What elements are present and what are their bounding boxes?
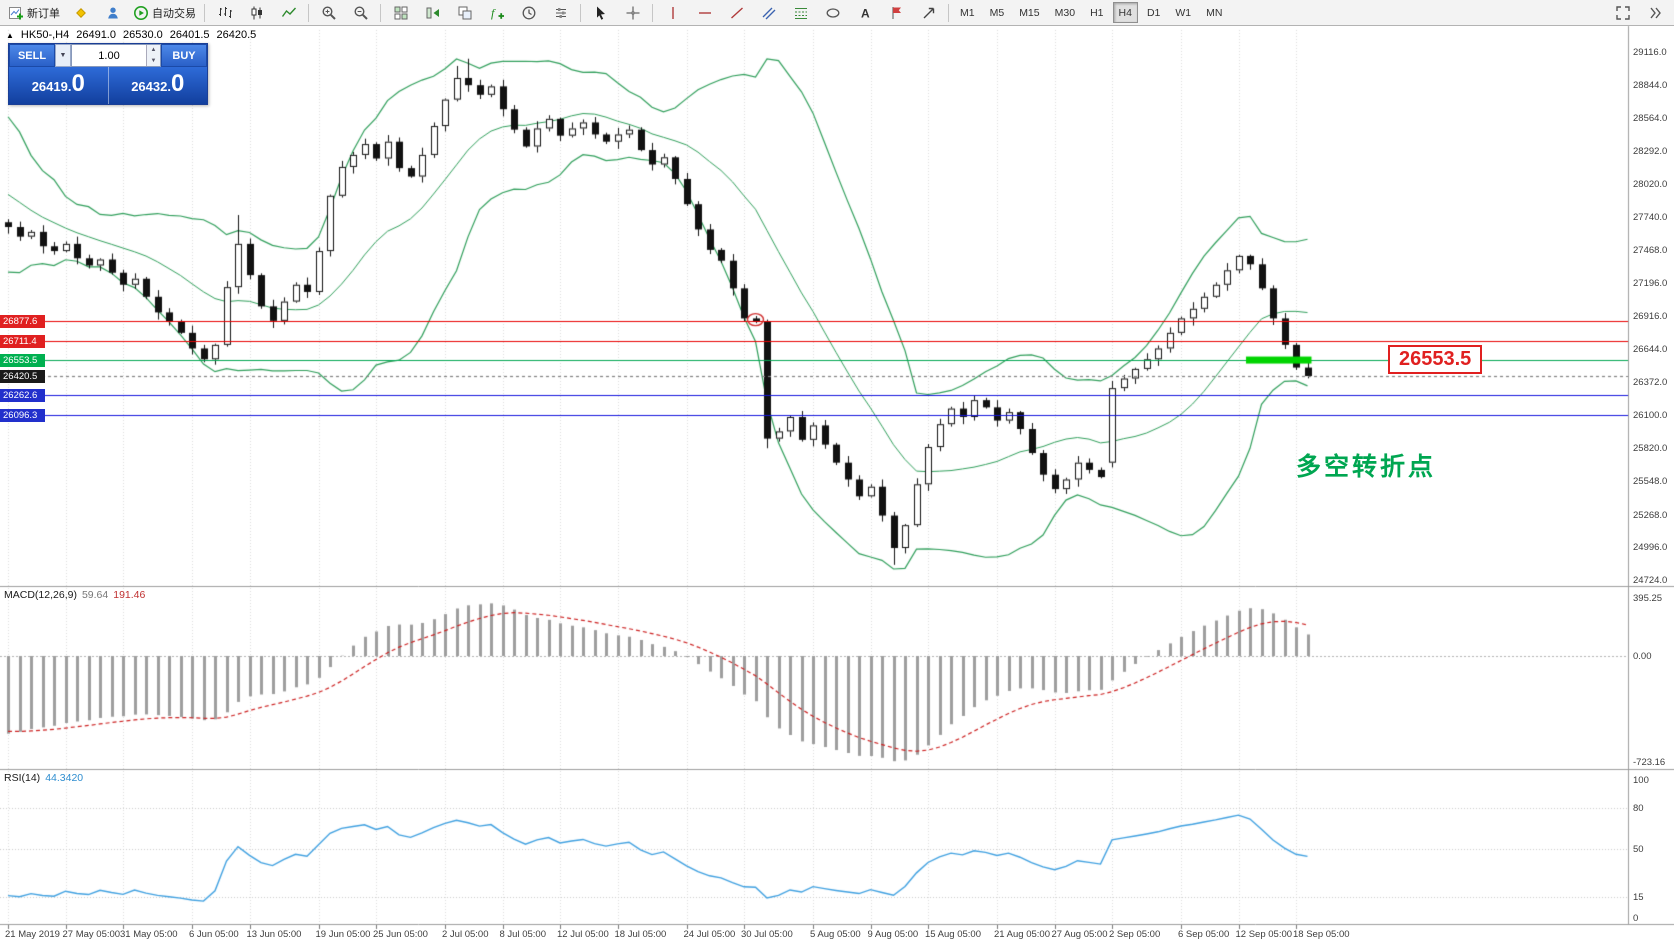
chart-shift-button[interactable] [417,1,448,25]
trendline-tool-button[interactable] [721,1,752,25]
fibonacci-tool-icon [793,5,809,21]
auto-trading-label: 自动交易 [152,7,196,20]
indicators-list-button[interactable]: f [481,1,512,25]
auto-trading-icon [133,5,149,21]
toolbar-separator [380,3,381,22]
horizontal-line-tool-button[interactable] [689,1,720,25]
channel-tool-button[interactable] [753,1,784,25]
bar-chart-mode-icon [217,5,233,21]
timeframe-button-m5[interactable]: M5 [989,6,1005,19]
shapes-tool-button[interactable] [817,1,848,25]
crosshair-tool-icon [625,5,641,21]
volume-stepper[interactable]: ▲ ▼ [71,44,161,67]
shapes-tool-icon [825,5,841,21]
volume-down-arrow[interactable]: ▼ [147,55,160,66]
timeframe-button-m1[interactable]: M1 [960,6,975,19]
text-tool-icon: A [857,5,873,21]
toolbar-separator [308,3,309,22]
new-order-label: 新订单 [27,7,60,20]
text-label-tool-icon [889,5,905,21]
channel-tool-icon [761,5,777,21]
candlestick-mode-icon [249,5,265,21]
zoom-out-button[interactable] [345,1,376,25]
chart-templates-button[interactable] [545,1,576,25]
timeframe-button-h1[interactable]: H1 [1090,6,1104,19]
toolbar-separator [204,3,205,22]
market-watch-button[interactable] [97,1,128,25]
zoom-out-icon [353,5,369,21]
timeframe-button-w1[interactable]: W1 [1175,6,1192,19]
chart-shift-icon [425,5,441,21]
auto-trading-button[interactable]: 自动交易 [129,1,200,25]
horizontal-line-tool-icon [697,5,713,21]
one-click-collapse-arrow[interactable]: ▲ [6,31,14,40]
price-divider [107,67,109,104]
volume-spinner[interactable]: ▲ ▼ [146,45,160,66]
trendline-tool-icon [729,5,745,21]
timeframe-button-mn[interactable]: MN [1206,6,1223,19]
candlestick-mode-button[interactable] [241,1,272,25]
auto-scroll-button[interactable] [449,1,480,25]
chart-templates-icon [553,5,569,21]
buy-button[interactable]: BUY [161,44,207,67]
bar-chart-mode-button[interactable] [209,1,240,25]
one-click-trading-panel: SELL ▼ ▲ ▼ BUY 26419.0 26432.0 [8,43,208,105]
line-chart-mode-icon [281,5,297,21]
svg-text:f: f [491,6,496,20]
toolbar-more-button[interactable] [1639,1,1670,25]
periods-list-button[interactable] [513,1,544,25]
line-chart-mode-button[interactable] [273,1,304,25]
new-order-icon [8,5,24,21]
zoom-in-icon [321,5,337,21]
toolbar-separator [580,3,581,22]
metaquotes-app-button[interactable] [65,1,96,25]
bid-price[interactable]: 26419. 0 [31,70,85,97]
one-click-price-row: 26419. 0 26432. 0 [9,67,207,104]
new-chart-icon [393,5,409,21]
cursor-tool-button[interactable] [585,1,616,25]
timeframe-button-h4[interactable]: H4 [1112,2,1138,23]
order-type-dropdown[interactable]: ▼ [55,44,71,67]
cursor-tool-icon [593,5,609,21]
window-fullscreen-icon [1615,5,1631,21]
toolbar-separator [948,3,949,22]
arrows-tool-icon [921,5,937,21]
new-chart-button[interactable] [385,1,416,25]
volume-up-arrow[interactable]: ▲ [147,45,160,56]
text-label-tool-button[interactable] [881,1,912,25]
periods-list-icon [521,5,537,21]
zoom-in-button[interactable] [313,1,344,25]
toolbar-more-icon [1647,5,1663,21]
vertical-line-tool-button[interactable] [657,1,688,25]
text-tool-button[interactable]: A [849,1,880,25]
sell-button[interactable]: SELL [9,44,55,67]
timeframe-button-m15[interactable]: M15 [1019,6,1040,19]
toolbar-separator [652,3,653,22]
arrows-tool-button[interactable] [913,1,944,25]
window-fullscreen-button[interactable] [1607,1,1638,25]
volume-input[interactable] [72,45,146,66]
vertical-line-tool-icon [665,5,681,21]
toolbar: 新订单 自动交易 f A M1 M5 M15 M30 H1 H4 D1 W1 MN [0,0,1674,26]
market-watch-icon [105,5,121,21]
crosshair-tool-button[interactable] [617,1,648,25]
new-order-button[interactable]: 新订单 [4,1,64,25]
one-click-top-row: SELL ▼ ▲ ▼ BUY [9,44,207,67]
indicators-list-icon: f [489,5,505,21]
timeframe-button-d1[interactable]: D1 [1146,6,1161,19]
metaquotes-app-icon [73,5,89,21]
timeframe-button-m30[interactable]: M30 [1054,6,1076,19]
svg-text:A: A [861,6,870,20]
ask-price[interactable]: 26432. 0 [131,70,185,97]
fibonacci-tool-button[interactable] [785,1,816,25]
auto-scroll-icon [457,5,473,21]
